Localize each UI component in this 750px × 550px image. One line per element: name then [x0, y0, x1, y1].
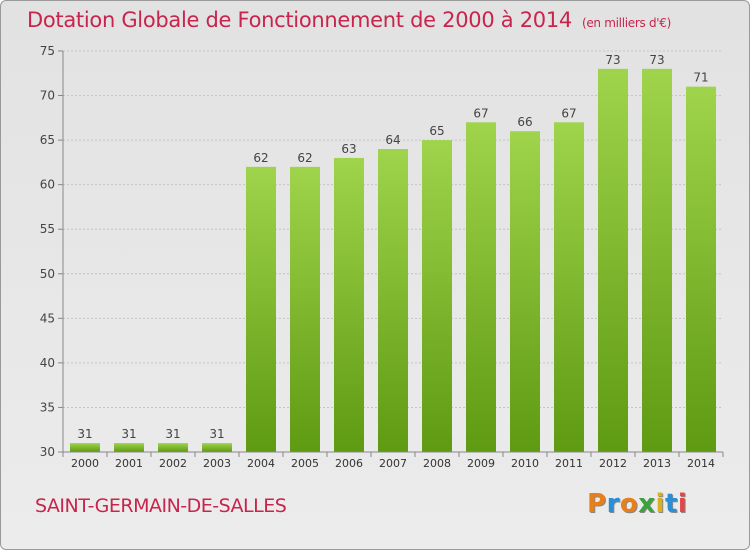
- logo-letter: x: [638, 489, 656, 519]
- x-tick-label: 2002: [159, 457, 187, 470]
- chart-subtitle: (en milliers d'€): [581, 16, 671, 30]
- bar-2007: [378, 149, 408, 452]
- bar-2013: [642, 68, 672, 453]
- y-tick-label: 60: [40, 178, 55, 192]
- bar-value-label: 31: [209, 427, 224, 441]
- y-tick-label: 45: [40, 311, 55, 325]
- bar-2003: [202, 443, 232, 452]
- x-tick-label: 2012: [599, 457, 627, 470]
- commune-name: SAINT-GERMAIN-DE-SALLES: [35, 495, 287, 517]
- chart-title: Dotation Globale de Fonctionnement de 20…: [27, 8, 671, 32]
- bar-2011: [554, 122, 584, 453]
- x-tick-label: 2013: [643, 457, 671, 470]
- bar-value-label: 67: [473, 106, 488, 120]
- grid-lines: [63, 50, 723, 408]
- x-tick-label: 2003: [203, 457, 231, 470]
- bar-2004: [246, 166, 276, 452]
- bar-value-label: 73: [605, 53, 620, 67]
- bar-value-label: 67: [561, 106, 576, 120]
- logo-letter: t: [664, 489, 678, 519]
- bar-2014: [686, 86, 716, 453]
- x-tick-label: 2001: [115, 457, 143, 470]
- y-tick-label: 65: [40, 133, 55, 147]
- chart-title-text: Dotation Globale de Fonctionnement de 20…: [27, 8, 572, 32]
- bar-value-label: 31: [165, 427, 180, 441]
- y-tick-label: 50: [40, 267, 55, 281]
- x-tick-label: 2011: [555, 457, 583, 470]
- bar-value-label: 31: [121, 427, 136, 441]
- bar-value-label: 31: [77, 427, 92, 441]
- y-tick-label: 70: [40, 89, 55, 103]
- y-tick-label: 55: [40, 222, 55, 236]
- x-tick-label: 2005: [291, 457, 319, 470]
- axes: 30 35 40 45 50 55 60 65 70 75 2000 2001 2002 2003 2004…: [40, 44, 724, 470]
- y-tick-label: 35: [40, 400, 55, 414]
- bar-2006: [334, 157, 364, 452]
- logo-letter: P: [587, 489, 607, 519]
- bar-value-label: 64: [385, 133, 400, 147]
- logo-letter: i: [677, 489, 688, 519]
- bar-2005: [290, 166, 320, 452]
- x-tick-label: 2006: [335, 457, 363, 470]
- logo-letter: r: [606, 489, 620, 519]
- x-tick-label: 2000: [71, 457, 99, 470]
- bar-value-label: 71: [693, 71, 708, 85]
- x-tick-label: 2007: [379, 457, 407, 470]
- logo-letter: i: [655, 489, 665, 519]
- x-tick-label: 2004: [247, 457, 275, 470]
- bar-value-label: 62: [297, 151, 312, 165]
- bar-2009: [466, 122, 496, 453]
- bar-2012: [598, 68, 628, 453]
- x-tick-label: 2009: [467, 457, 495, 470]
- bar-value-label: 66: [517, 115, 532, 129]
- bar-2001: [114, 443, 144, 452]
- y-tick-label: 40: [40, 356, 55, 370]
- x-tick-label: 2008: [423, 457, 451, 470]
- bar-2002: [158, 443, 188, 452]
- proxiti-logo: Proxiti: [587, 489, 687, 519]
- x-tick-label: 2010: [511, 457, 539, 470]
- bar-2010: [510, 131, 540, 452]
- bar-value-label: 62: [253, 151, 268, 165]
- bars: 31 31 31 31 62 62 63 64 65 67 66 67 73 73 71: [70, 53, 716, 453]
- bar-value-label: 63: [341, 142, 356, 156]
- y-tick-label: 75: [40, 44, 55, 58]
- logo-letter: o: [619, 489, 639, 519]
- bar-2008: [422, 140, 452, 452]
- y-tick-label: 30: [40, 445, 55, 459]
- bar-value-label: 73: [649, 53, 664, 67]
- x-tick-label: 2014: [687, 457, 715, 470]
- bar-2000: [70, 443, 100, 452]
- bar-value-label: 65: [429, 124, 444, 138]
